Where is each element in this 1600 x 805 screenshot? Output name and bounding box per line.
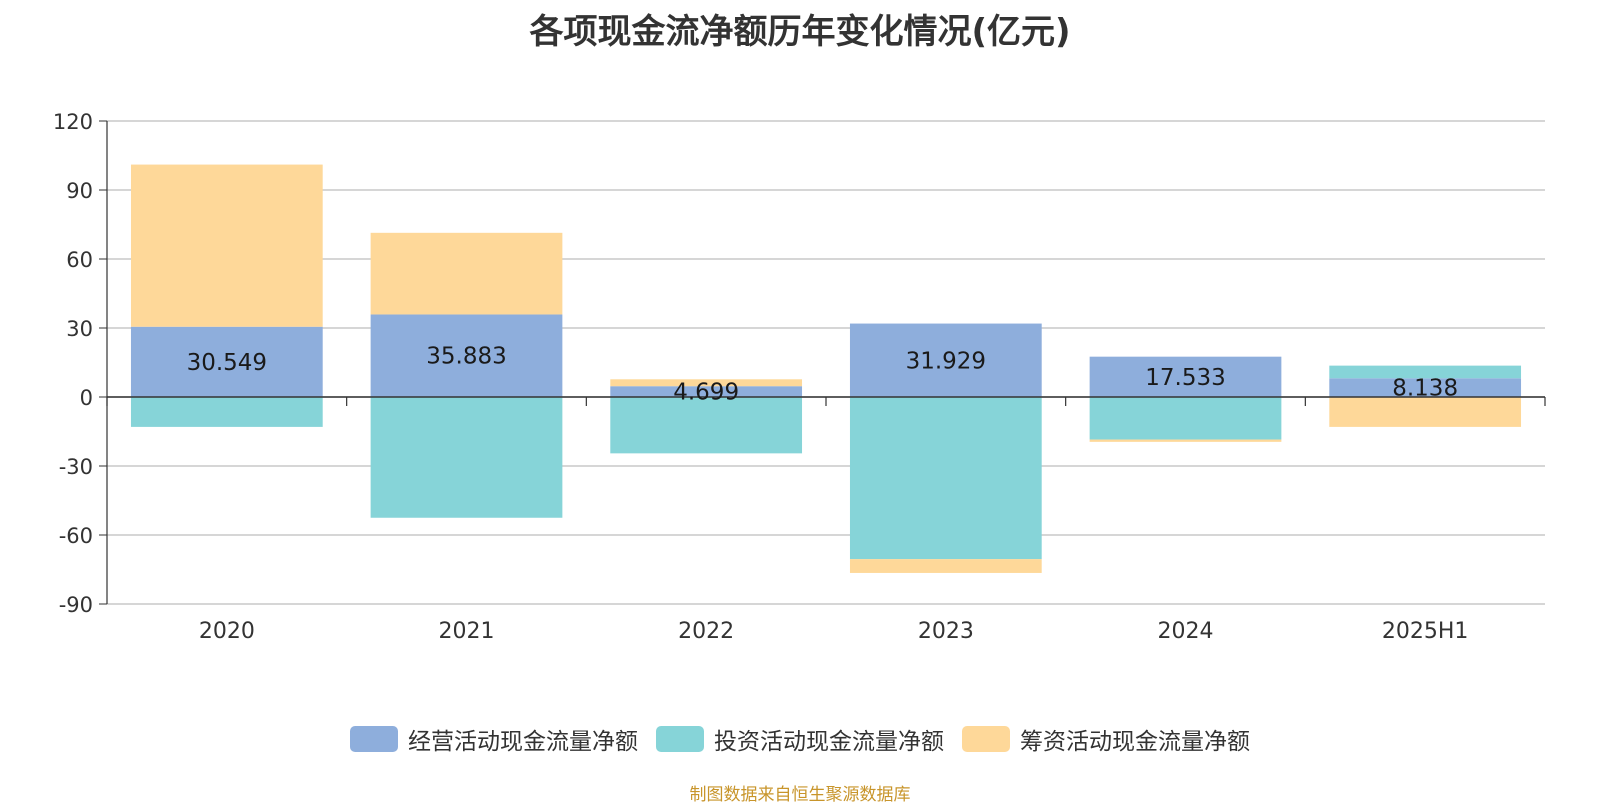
legend-label-operating: 经营活动现金流量净额 [408, 729, 638, 755]
x-tick-label-2024: 2024 [1158, 619, 1214, 644]
bar-financing-2021 [370, 232, 563, 315]
y-tick-label: 0 [80, 386, 93, 410]
data-label-2025H1: 8.138 [1392, 376, 1458, 402]
bar-financing-2023 [849, 559, 1042, 573]
bar-operating-2023 [849, 323, 1042, 397]
bar-investing-2023 [849, 397, 1042, 560]
bar-operating-2021 [370, 314, 563, 397]
data-label-2020: 30.549 [187, 350, 267, 376]
bar-operating-2022 [610, 386, 803, 397]
legend-item-investing[interactable]: 投资活动现金流量净额 [656, 722, 944, 756]
legend-swatch-operating [350, 726, 398, 752]
bar-operating-2024 [1089, 356, 1282, 397]
bar-operating-2020 [130, 326, 323, 397]
y-tick-label: 60 [66, 248, 93, 272]
bar-investing-2022 [610, 397, 803, 454]
x-tick-label-2021: 2021 [439, 619, 495, 644]
bar-financing-2024 [1089, 439, 1282, 442]
y-tick-label: 90 [66, 179, 93, 203]
x-tick-label-2025H1: 2025H1 [1382, 619, 1469, 644]
bar-financing-2025H1 [1329, 397, 1522, 427]
bar-investing-2024 [1089, 397, 1282, 440]
y-tick-label: -60 [59, 524, 93, 548]
data-label-2024: 17.533 [1145, 365, 1225, 391]
bar-financing-2022 [610, 379, 803, 387]
bar-financing-2020 [130, 164, 323, 327]
bar-investing-2025H1 [1329, 365, 1522, 379]
y-tick-label: -30 [59, 455, 93, 479]
source-note: 制图数据来自恒生聚源数据库 [689, 785, 911, 805]
bar-operating-2025H1 [1329, 378, 1522, 397]
legend-swatch-financing [962, 726, 1010, 752]
legend-item-financing[interactable]: 筹资活动现金流量净额 [962, 722, 1250, 756]
x-tick-label-2020: 2020 [199, 619, 255, 644]
bar-investing-2020 [130, 397, 323, 427]
legend-label-investing: 投资活动现金流量净额 [714, 729, 944, 755]
data-label-2022: 4.699 [673, 380, 739, 406]
chart-title: 各项现金流净额历年变化情况(亿元) [529, 12, 1071, 52]
legend: 经营活动现金流量净额 投资活动现金流量净额 筹资活动现金流量净额 [0, 722, 1600, 756]
y-tick-label: 120 [53, 110, 93, 134]
x-tick-label-2023: 2023 [918, 619, 974, 644]
data-label-2021: 35.883 [426, 344, 506, 370]
bar-investing-2021 [370, 397, 563, 518]
y-tick-label: 30 [66, 317, 93, 341]
legend-item-operating[interactable]: 经营活动现金流量净额 [350, 722, 638, 756]
y-tick-label: -90 [59, 593, 93, 617]
legend-swatch-investing [656, 726, 704, 752]
data-label-2023: 31.929 [906, 348, 986, 374]
legend-label-financing: 筹资活动现金流量净额 [1020, 729, 1250, 755]
x-tick-label-2022: 2022 [678, 619, 734, 644]
